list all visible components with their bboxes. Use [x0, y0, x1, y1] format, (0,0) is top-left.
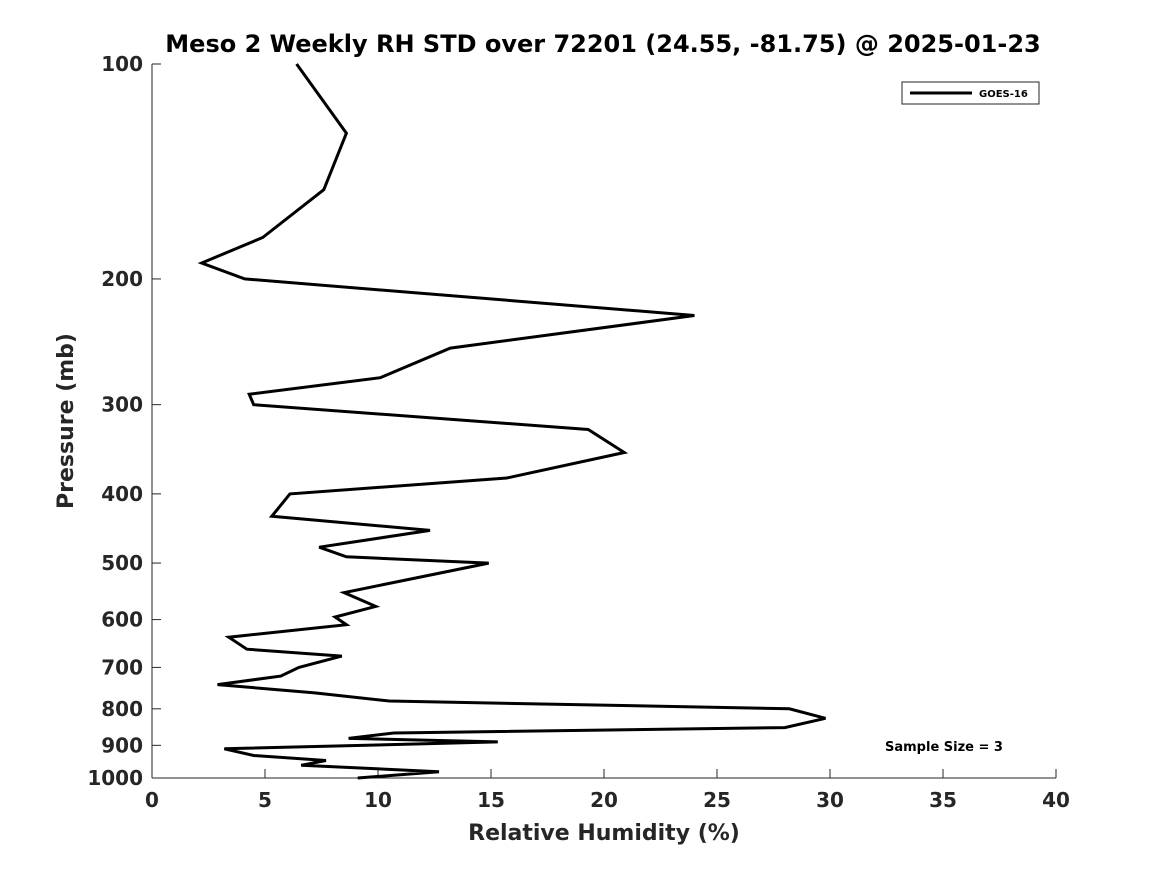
x-tick-label: 40 — [1042, 788, 1070, 812]
y-tick-label: 600 — [101, 608, 143, 632]
y-axis-ticks: 100 200 300 400 500 600 700 800 900 1000 — [87, 52, 161, 790]
y-tick-label: 700 — [101, 655, 143, 679]
x-tick-label: 0 — [145, 788, 159, 812]
y-tick-label: 400 — [101, 482, 143, 506]
legend-label-goes16: GOES-16 — [979, 89, 1028, 100]
y-tick-label: 300 — [101, 393, 143, 417]
x-tick-label: 35 — [929, 788, 957, 812]
x-tick-label: 20 — [590, 788, 618, 812]
y-tick-label: 800 — [101, 697, 143, 721]
x-tick-label: 5 — [258, 788, 272, 812]
y-tick-label: 900 — [101, 733, 143, 757]
legend: GOES-16 — [901, 81, 1040, 105]
series-line-goes16 — [197, 63, 826, 780]
x-tick-label: 30 — [816, 788, 844, 812]
x-axis-label: Relative Humidity (%) — [468, 821, 740, 846]
x-tick-label: 25 — [703, 788, 731, 812]
y-axis-label: Pressure (mb) — [54, 333, 79, 509]
y-tick-label: 500 — [101, 551, 143, 575]
x-axis-ticks: 0 5 10 15 20 25 30 35 40 — [145, 769, 1070, 812]
x-tick-label: 10 — [364, 788, 392, 812]
y-tick-label: 1000 — [87, 766, 143, 790]
y-tick-label: 200 — [101, 267, 143, 291]
y-tick-label: 100 — [101, 52, 143, 76]
x-tick-label: 15 — [477, 788, 505, 812]
chart-title: Meso 2 Weekly RH STD over 72201 (24.55, … — [165, 30, 1040, 58]
sample-size-annotation: Sample Size = 3 — [885, 740, 1003, 755]
